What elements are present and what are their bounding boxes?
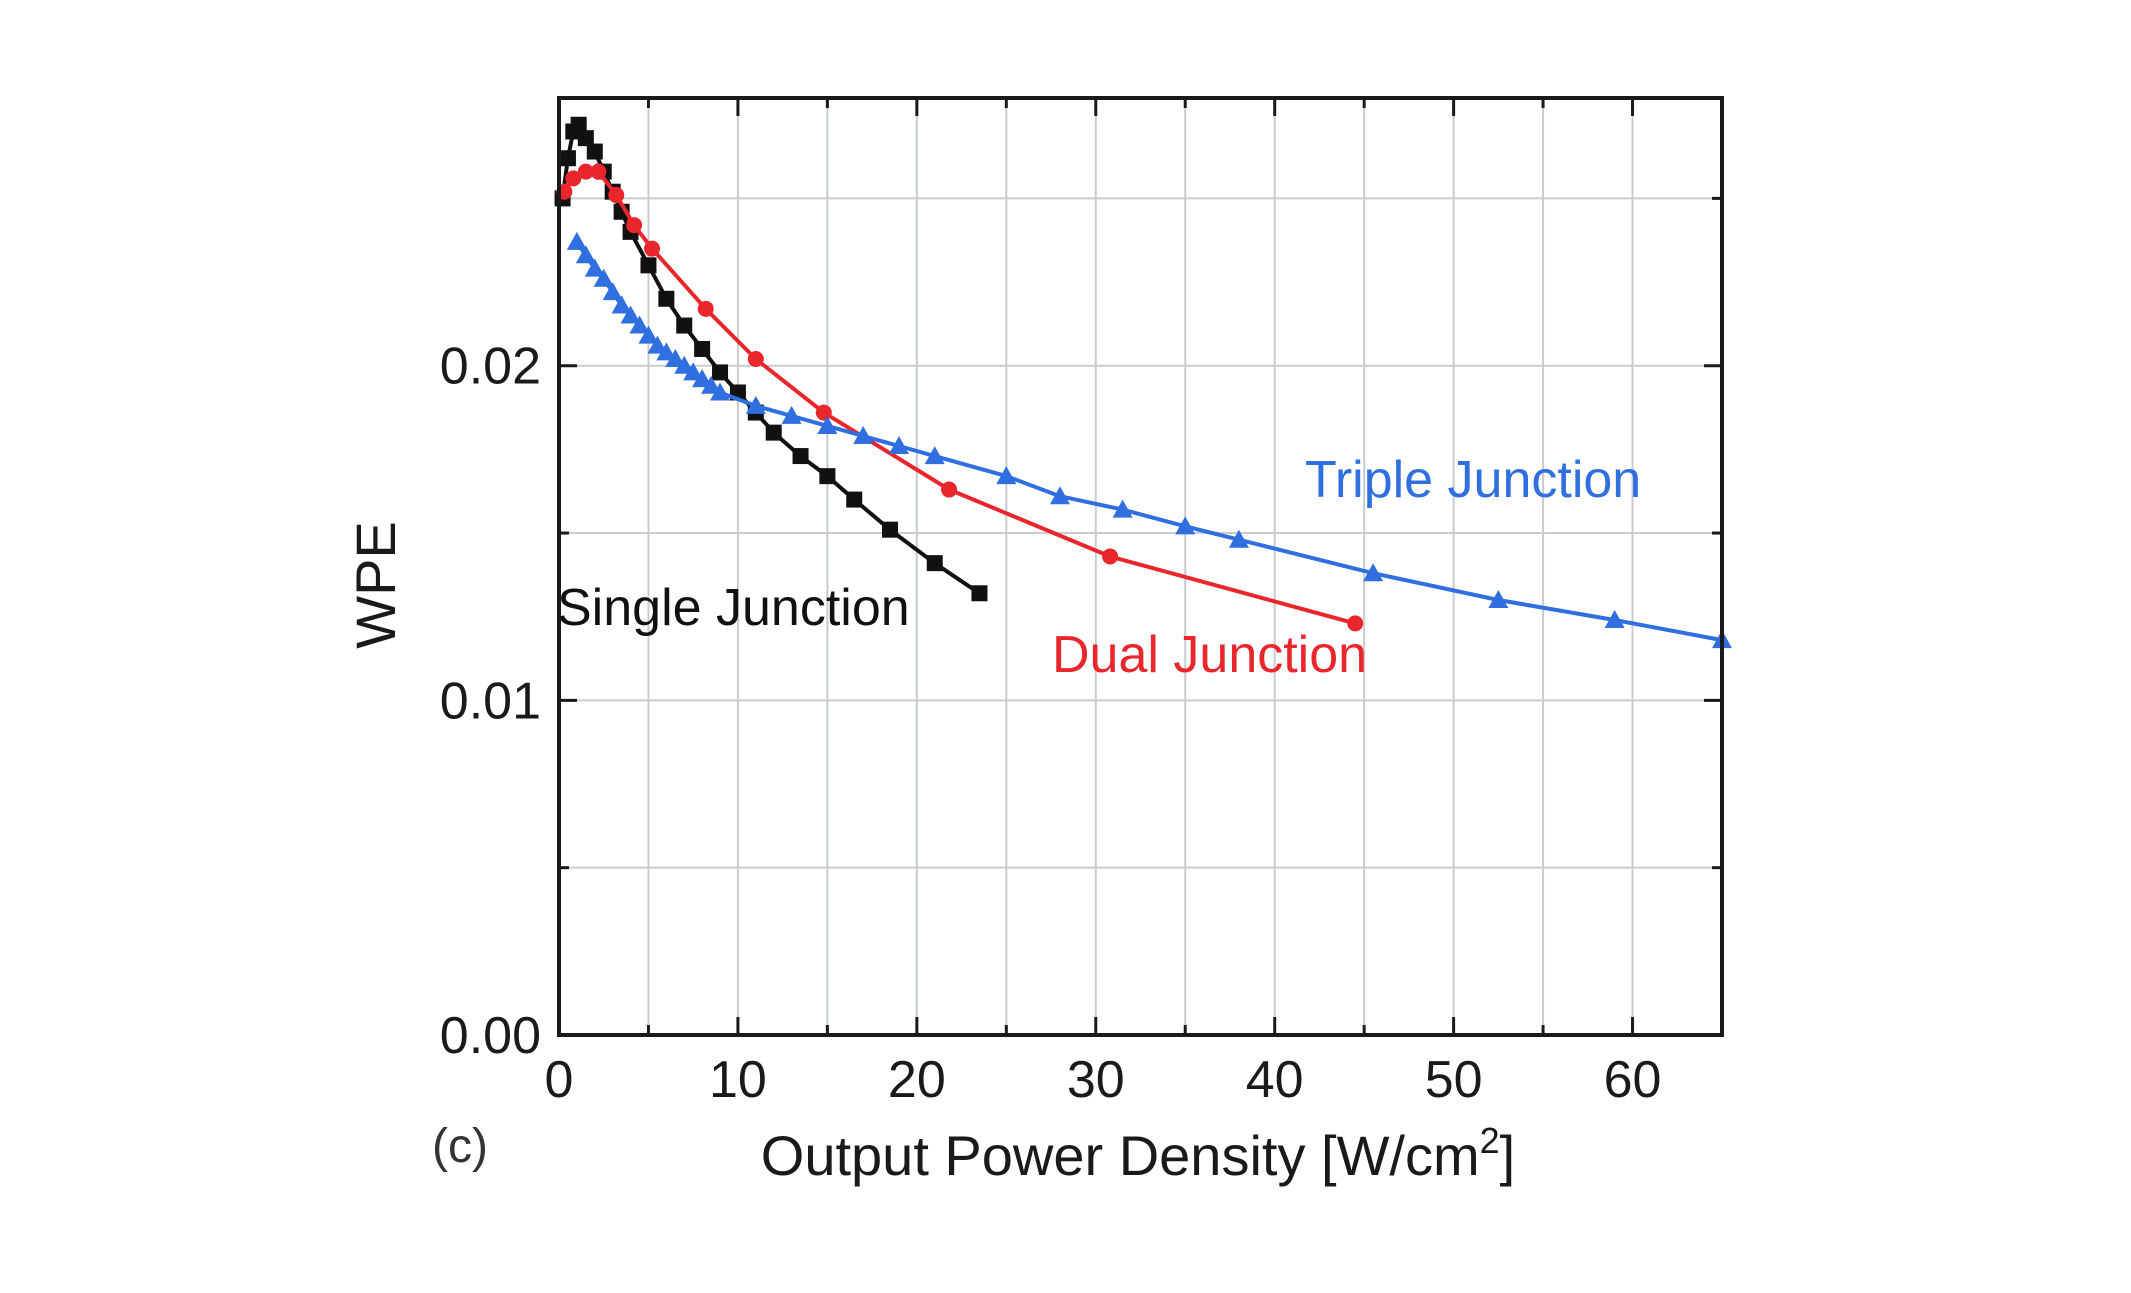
- data-point: [765, 424, 782, 441]
- data-point: [570, 116, 587, 133]
- data-point: [608, 187, 625, 204]
- x-tick-label: 20: [888, 1051, 946, 1109]
- data-point: [626, 217, 643, 234]
- data-point: [566, 231, 587, 250]
- data-point: [611, 295, 632, 314]
- data-point: [559, 150, 576, 167]
- data-point: [586, 143, 603, 160]
- data-point: [647, 335, 668, 354]
- series-layer: [554, 116, 1732, 649]
- x-axis-label-end: ]: [1500, 1124, 1516, 1187]
- x-axis-label-superscript: 2: [1480, 1120, 1500, 1161]
- series-line: [562, 169, 1356, 626]
- data-point: [1102, 548, 1119, 565]
- x-tick-label: 50: [1425, 1051, 1483, 1109]
- data-point: [1604, 610, 1625, 629]
- data-point: [676, 317, 693, 334]
- data-point: [575, 245, 596, 264]
- series-dual-junction: [556, 163, 1364, 632]
- data-point: [882, 521, 899, 538]
- data-point: [792, 448, 809, 465]
- data-point: [577, 130, 594, 147]
- data-point: [590, 163, 607, 180]
- data-point: [1175, 516, 1196, 535]
- data-point: [817, 415, 838, 434]
- data-point: [941, 481, 958, 498]
- data-point: [1488, 589, 1509, 608]
- data-point: [602, 282, 623, 301]
- data-point: [819, 468, 836, 485]
- data-point: [712, 364, 729, 381]
- data-point: [846, 491, 863, 508]
- data-point: [665, 349, 686, 368]
- y-tick-label: 0.01: [440, 672, 541, 730]
- data-point: [1347, 615, 1364, 632]
- data-point: [584, 258, 605, 277]
- tick-labels: 0 10 20 30 40 50 60 0.00 0.01 0.02: [440, 338, 1662, 1109]
- series-label-single-junction: Single Junction: [557, 579, 910, 637]
- x-tick-label: 40: [1246, 1051, 1304, 1109]
- panel-label: (c): [432, 1120, 488, 1173]
- data-point: [577, 163, 594, 180]
- y-axis-label: WPE: [344, 521, 407, 649]
- plot-frame: [557, 96, 1724, 1037]
- data-point: [1112, 499, 1133, 518]
- data-point: [1049, 486, 1070, 505]
- data-point: [692, 369, 713, 388]
- data-point: [701, 375, 722, 394]
- data-point: [694, 340, 711, 357]
- x-tick-label: 60: [1604, 1051, 1662, 1109]
- data-point: [565, 170, 582, 187]
- series-label-triple-junction: Triple Junction: [1305, 451, 1641, 509]
- data-point: [640, 257, 657, 274]
- data-point: [781, 405, 802, 424]
- data-point: [888, 436, 909, 455]
- data-point: [674, 355, 695, 374]
- data-point: [629, 315, 650, 334]
- y-tick-label: 0.02: [440, 338, 541, 396]
- y-tick-label: 0.00: [440, 1007, 541, 1065]
- data-point: [656, 342, 677, 361]
- x-axis-label: Output Power Density [W/cm2]: [761, 1120, 1515, 1187]
- data-point: [853, 425, 874, 444]
- data-point: [1363, 563, 1384, 582]
- x-tick-label: 30: [1067, 1051, 1125, 1109]
- data-point: [926, 555, 943, 572]
- data-point: [683, 362, 704, 381]
- data-point: [745, 395, 766, 414]
- data-point: [1228, 529, 1249, 548]
- data-point: [971, 585, 988, 602]
- data-point: [710, 382, 731, 401]
- data-point: [658, 290, 675, 307]
- data-point: [924, 446, 945, 465]
- data-point: [747, 351, 764, 368]
- x-tick-label: 0: [545, 1051, 574, 1109]
- series-label-dual-junction: Dual Junction: [1052, 626, 1367, 684]
- data-point: [620, 305, 641, 324]
- data-point: [638, 325, 659, 344]
- data-point: [697, 300, 714, 317]
- data-point: [593, 268, 614, 287]
- data-point: [815, 404, 832, 421]
- data-point: [644, 240, 661, 257]
- x-tick-label: 10: [709, 1051, 767, 1109]
- data-point: [996, 466, 1017, 485]
